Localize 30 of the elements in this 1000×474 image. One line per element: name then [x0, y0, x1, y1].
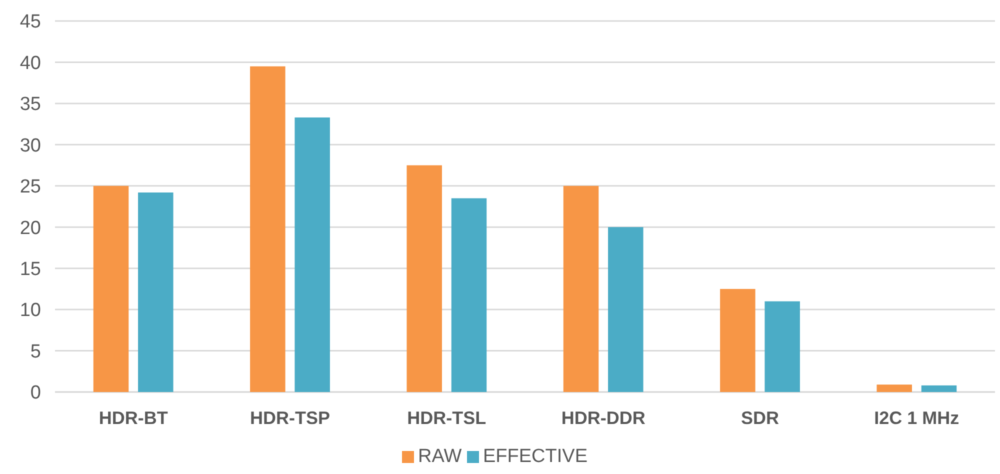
x-tick-label: HDR-BT — [98, 408, 168, 428]
y-tick-label: 5 — [30, 341, 41, 362]
bar — [406, 165, 442, 392]
x-tick-label: SDR — [740, 408, 780, 428]
bar — [720, 288, 756, 392]
y-tick-label: 15 — [20, 258, 41, 280]
bar — [451, 198, 487, 392]
legend-label: EFFECTIVE — [483, 446, 588, 467]
bar — [876, 384, 912, 392]
y-tick-label: 45 — [20, 12, 41, 33]
bar — [294, 117, 330, 392]
bar — [764, 301, 800, 392]
x-tick-label: HDR-TSL — [407, 408, 486, 428]
y-tick-label: 40 — [20, 52, 41, 74]
y-tick-label: 25 — [20, 176, 41, 198]
bar — [138, 192, 174, 392]
legend-label: RAW — [418, 446, 462, 467]
bar — [250, 66, 286, 392]
x-tick-label: HDR-DDR — [561, 408, 646, 428]
bar — [921, 385, 957, 392]
y-tick-label: 10 — [20, 300, 41, 322]
y-tick-label: 0 — [30, 382, 41, 404]
x-tick-label: I2C 1 MHz — [874, 408, 960, 428]
y-tick-label: 20 — [20, 218, 41, 239]
x-tick-label: HDR-TSP — [250, 408, 330, 428]
bar — [563, 186, 599, 392]
y-tick-label: 35 — [20, 94, 41, 116]
bar — [93, 186, 129, 392]
bar — [608, 227, 644, 392]
y-tick-label: 30 — [20, 135, 41, 156]
